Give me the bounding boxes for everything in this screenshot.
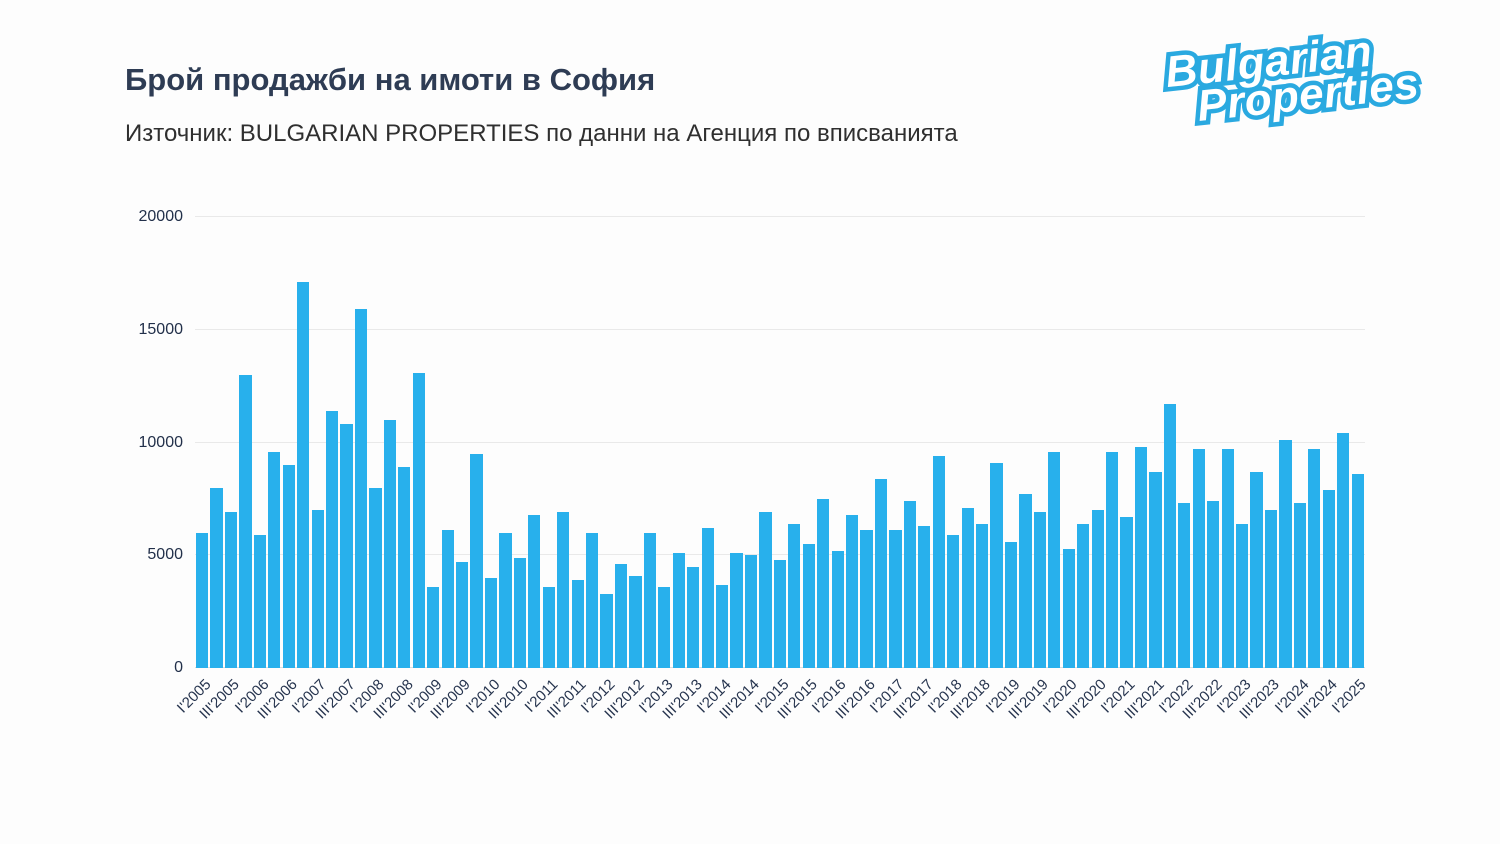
bar bbox=[918, 525, 931, 668]
bar bbox=[1308, 449, 1321, 668]
bar bbox=[340, 424, 353, 668]
bar bbox=[586, 532, 599, 668]
bar bbox=[542, 586, 555, 668]
page-subtitle: Източник: BULGARIAN PROPERTIES по данни … bbox=[125, 120, 958, 147]
bar bbox=[528, 514, 541, 668]
bar bbox=[730, 553, 743, 668]
y-axis-tick-label: 5000 bbox=[147, 546, 183, 564]
bar bbox=[268, 451, 281, 668]
bar bbox=[1250, 471, 1263, 668]
bar bbox=[383, 419, 396, 668]
bar bbox=[990, 462, 1003, 668]
bar bbox=[773, 559, 786, 668]
bar bbox=[239, 374, 252, 668]
bar bbox=[701, 528, 714, 668]
bar bbox=[687, 566, 700, 668]
bar bbox=[1134, 447, 1148, 668]
bar bbox=[889, 530, 902, 668]
bar bbox=[860, 530, 873, 668]
bar bbox=[874, 478, 888, 668]
bar bbox=[1149, 471, 1162, 668]
bar bbox=[600, 593, 613, 668]
bar bbox=[629, 575, 642, 668]
bar bbox=[513, 557, 526, 668]
bar bbox=[1163, 404, 1176, 668]
bar bbox=[788, 523, 801, 668]
bar bbox=[1033, 512, 1046, 668]
bar bbox=[1004, 541, 1018, 668]
bar bbox=[846, 514, 859, 668]
bar bbox=[557, 512, 570, 668]
bar bbox=[976, 523, 989, 668]
bar bbox=[1091, 510, 1104, 668]
bar bbox=[369, 487, 382, 668]
bar bbox=[354, 309, 368, 668]
bar bbox=[326, 410, 339, 668]
bar bbox=[759, 512, 772, 668]
bar bbox=[1236, 523, 1249, 668]
gridline-10000 bbox=[195, 441, 1365, 443]
bar bbox=[196, 532, 209, 668]
bar bbox=[1322, 489, 1335, 668]
bar bbox=[282, 465, 295, 668]
bar bbox=[1293, 503, 1306, 668]
gridline-5000 bbox=[195, 554, 1365, 556]
bar bbox=[297, 282, 310, 668]
bar bbox=[1048, 451, 1061, 668]
bar bbox=[658, 586, 671, 668]
bar bbox=[1120, 516, 1133, 668]
bar bbox=[1279, 440, 1292, 668]
bar bbox=[427, 586, 440, 668]
bar bbox=[210, 487, 223, 668]
bar bbox=[499, 532, 512, 668]
bar bbox=[831, 550, 844, 668]
bar bbox=[441, 530, 454, 668]
bar bbox=[1337, 433, 1350, 668]
bar bbox=[398, 467, 411, 668]
bar bbox=[716, 584, 729, 668]
bar bbox=[961, 507, 974, 668]
bar bbox=[1221, 449, 1234, 668]
bar bbox=[224, 512, 238, 668]
bar bbox=[470, 453, 483, 668]
gridline-20000 bbox=[195, 216, 1365, 217]
bar bbox=[744, 555, 758, 668]
bar bbox=[1178, 503, 1191, 668]
bar bbox=[571, 580, 584, 668]
bar bbox=[817, 498, 830, 668]
plot-area: I'2005 III'2005 I'2006 III'2006 I'2007 III'20… bbox=[174, 216, 1370, 722]
bar bbox=[456, 562, 469, 668]
page-title: Брой продажби на имоти в София bbox=[125, 62, 656, 97]
y-axis-tick-label: 0 bbox=[174, 659, 183, 676]
bar bbox=[802, 543, 815, 668]
bar bbox=[1019, 494, 1032, 668]
bar bbox=[1351, 474, 1364, 668]
bar bbox=[253, 534, 266, 668]
bar bbox=[1192, 449, 1205, 668]
bar bbox=[1106, 451, 1119, 668]
bar bbox=[311, 510, 324, 668]
bar bbox=[1077, 523, 1090, 668]
bar bbox=[932, 456, 945, 668]
bar bbox=[903, 501, 916, 668]
bar bbox=[1264, 510, 1278, 668]
bar bbox=[947, 534, 960, 668]
bar bbox=[1207, 501, 1220, 668]
gridline-15000 bbox=[195, 328, 1365, 330]
bar bbox=[614, 564, 628, 668]
bar bbox=[484, 577, 498, 668]
y-axis-tick-label: 10000 bbox=[138, 433, 184, 451]
bar bbox=[672, 553, 685, 668]
bar bbox=[1062, 548, 1075, 668]
bar bbox=[412, 372, 425, 668]
y-axis-tick-label: 20000 bbox=[138, 208, 184, 225]
bar bbox=[643, 532, 656, 668]
y-axis-tick-label: 15000 bbox=[138, 320, 184, 338]
